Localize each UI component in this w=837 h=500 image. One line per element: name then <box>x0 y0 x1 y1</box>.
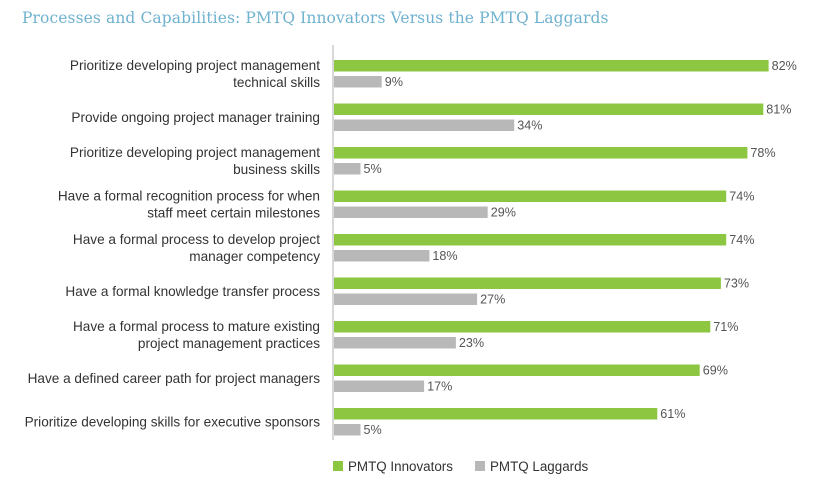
category-label-line: Provide ongoing project manager training <box>71 110 320 125</box>
laggards-bar <box>334 337 456 349</box>
category-label: Have a formal process to develop project… <box>73 232 320 264</box>
category-label: Have a formal recognition process for wh… <box>58 188 320 220</box>
laggards-bar <box>334 293 478 305</box>
innovators-value-label: 74% <box>729 190 754 204</box>
laggards-bar <box>334 424 361 436</box>
laggards-bar <box>334 76 382 88</box>
innovators-bar <box>334 190 727 202</box>
laggards-value-label: 5% <box>364 423 382 437</box>
laggards-value-label: 17% <box>427 380 452 394</box>
legend-label-innovators: PMTQ Innovators <box>348 459 453 474</box>
laggards-value-label: 9% <box>385 75 403 89</box>
laggards-value-label: 34% <box>517 119 542 133</box>
laggards-bar <box>334 206 488 218</box>
category-label: Prioritize developing project management… <box>70 58 320 90</box>
laggards-bar <box>334 250 430 262</box>
legend-swatch-laggards <box>475 461 485 471</box>
laggards-bar <box>334 380 425 392</box>
category-label-line: Have a formal knowledge transfer process <box>65 284 320 299</box>
innovators-bar <box>334 321 711 333</box>
laggards-bar <box>334 119 515 131</box>
category-label: Have a formal process to mature existing… <box>73 319 320 351</box>
innovators-value-label: 61% <box>660 407 685 421</box>
category-label-line: staff meet certain milestones <box>147 205 320 220</box>
category-label-line: Have a formal process to mature existing <box>73 319 320 334</box>
chart-title: Processes and Capabilities: PMTQ Innovat… <box>22 9 609 27</box>
category-label: Prioritize developing skills for executi… <box>25 414 321 429</box>
category-label-line: Have a formal recognition process for wh… <box>58 188 320 203</box>
category-label-line: project management practices <box>138 336 320 351</box>
category-labels-group: Prioritize developing project management… <box>25 58 321 430</box>
innovators-value-label: 73% <box>724 277 749 291</box>
category-label-line: Prioritize developing skills for executi… <box>25 414 321 429</box>
category-label-line: technical skills <box>233 75 320 90</box>
category-label: Prioritize developing project management… <box>70 145 320 177</box>
category-label: Have a formal knowledge transfer process <box>65 284 320 299</box>
legend-swatch-innovators <box>333 461 343 471</box>
laggards-value-label: 18% <box>432 249 457 263</box>
innovators-value-label: 69% <box>703 364 728 378</box>
laggards-bar <box>334 163 361 175</box>
category-label-line: Have a defined career path for project m… <box>28 371 321 386</box>
category-label-line: Prioritize developing project management <box>70 145 320 160</box>
laggards-value-label: 23% <box>459 336 484 350</box>
innovators-bar <box>334 60 769 72</box>
innovators-bar <box>334 364 700 376</box>
innovators-value-label: 78% <box>750 146 775 160</box>
category-label-line: Prioritize developing project management <box>70 58 320 73</box>
innovators-bar <box>334 147 748 159</box>
legend-label-laggards: PMTQ Laggards <box>490 459 589 474</box>
innovators-value-label: 74% <box>729 233 754 247</box>
bars-group: 82% 9% 81% 34% 78% 5% 74% 29% 74% 18% 73% 27% 71% 23%… <box>334 59 797 437</box>
category-label-line: Have a formal process to develop project <box>73 232 320 247</box>
innovators-value-label: 71% <box>713 320 738 334</box>
category-label: Have a defined career path for project m… <box>28 371 321 386</box>
innovators-bar <box>334 234 727 246</box>
laggards-value-label: 5% <box>364 162 382 176</box>
category-label-line: manager competency <box>189 249 320 264</box>
innovators-value-label: 82% <box>772 59 797 73</box>
innovators-value-label: 81% <box>766 103 791 117</box>
laggards-value-label: 27% <box>480 293 505 307</box>
category-label: Provide ongoing project manager training <box>71 110 320 125</box>
category-label-line: business skills <box>233 162 320 177</box>
innovators-bar <box>334 103 764 115</box>
innovators-bar <box>334 408 658 420</box>
legend: PMTQ Innovators PMTQ Laggards <box>333 459 589 474</box>
laggards-value-label: 29% <box>491 206 516 220</box>
innovators-bar <box>334 277 721 289</box>
